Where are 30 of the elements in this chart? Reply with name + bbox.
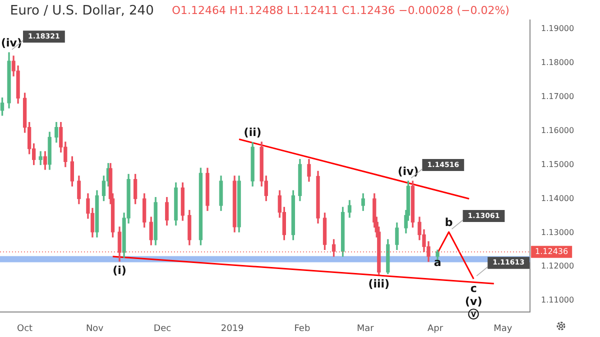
y-tick-label: 1.12000	[541, 262, 574, 271]
annotation: b	[444, 216, 453, 229]
y-tick-label: 1.18000	[541, 58, 574, 67]
ref-line-label: 1.12436	[535, 246, 568, 256]
y-tick-label: 1.13000	[541, 228, 574, 237]
x-tick-label: Oct	[17, 324, 34, 334]
annotation: c	[470, 282, 477, 295]
annotation: (v)	[465, 294, 482, 308]
annotation: a	[434, 256, 442, 269]
chart-title: Euro / U.S. Dollar, 240	[10, 3, 154, 18]
x-tick-label: Apr	[427, 324, 444, 334]
x-tick-label: Dec	[154, 324, 172, 334]
x-tick-label: Mar	[356, 324, 374, 334]
x-tick-label: May	[494, 324, 513, 334]
annotation: (iii)	[368, 277, 390, 290]
y-tick-label: 1.14000	[541, 194, 574, 203]
y-tick-label: 1.11000	[541, 296, 574, 305]
y-tick-label: 1.16000	[541, 126, 574, 135]
chart-subtitle: O1.12464 H1.12488 L1.12411 C1.12436 −0.00028 (−0.02%)	[172, 4, 510, 17]
x-tick-label: Nov	[86, 324, 104, 334]
y-tick-label: 1.19000	[541, 24, 574, 33]
annotation: (ii)	[244, 126, 262, 140]
y-tick-label: 1.17000	[541, 92, 574, 101]
annotation: ⓥ	[468, 308, 480, 321]
x-tick-label: Feb	[294, 324, 310, 334]
y-tick-label: 1.15000	[541, 160, 574, 169]
x-tick-label: 2019	[220, 324, 244, 334]
annotation: (i)	[112, 264, 126, 278]
annotation: (iv)	[398, 164, 419, 178]
annotation: (iv)	[1, 36, 22, 50]
